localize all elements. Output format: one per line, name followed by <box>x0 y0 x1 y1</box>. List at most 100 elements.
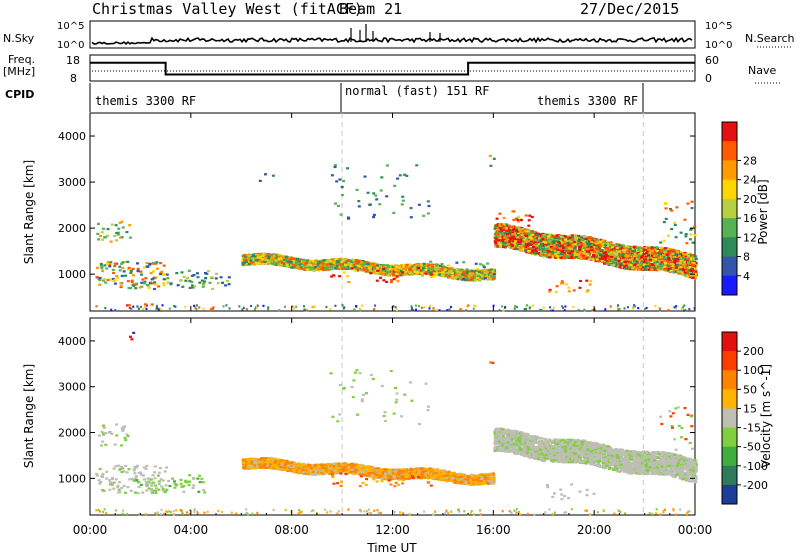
data-cell <box>195 272 199 275</box>
data-cell <box>112 271 116 275</box>
data-cell <box>180 271 184 274</box>
data-cell <box>285 258 288 261</box>
data-cell <box>165 273 169 276</box>
data-cell <box>322 261 326 265</box>
data-cell <box>243 258 247 261</box>
data-cell <box>374 194 378 197</box>
data-cell <box>372 192 376 195</box>
data-cell <box>129 287 133 290</box>
data-cell <box>687 257 691 260</box>
data-cell <box>97 238 101 241</box>
data-cell <box>386 271 390 274</box>
data-cell <box>632 248 636 251</box>
data-cell <box>376 265 380 268</box>
data-cell <box>140 273 144 276</box>
data-cell <box>455 268 459 271</box>
data-cell <box>162 282 166 285</box>
data-cell <box>264 258 268 262</box>
data-cell <box>313 265 317 269</box>
data-cell <box>443 268 447 272</box>
data-cell <box>115 239 118 242</box>
data-cell <box>227 276 231 279</box>
data-cell <box>346 167 349 170</box>
data-cell <box>400 203 404 206</box>
data-cell <box>267 262 270 265</box>
data-cell <box>188 279 192 283</box>
data-cell <box>314 268 318 272</box>
data-cell <box>263 253 267 256</box>
data-cell <box>689 255 693 258</box>
data-cell <box>635 268 639 271</box>
data-cell <box>410 273 414 276</box>
data-cell <box>408 267 412 270</box>
data-cell <box>241 263 245 267</box>
data-cell <box>542 253 546 256</box>
data-cell <box>446 272 450 275</box>
data-cell <box>515 244 519 247</box>
data-cell <box>124 260 128 263</box>
data-cell <box>389 264 393 267</box>
data-cell <box>514 226 518 229</box>
data-cell <box>392 273 396 276</box>
data-cell <box>278 254 282 257</box>
data-cell <box>347 263 351 266</box>
data-cell <box>418 268 422 271</box>
sky-tick-top-left: 10^5 <box>57 21 84 32</box>
data-cell <box>432 270 436 273</box>
sky-left-label: N.Sky <box>3 32 35 45</box>
data-cell <box>391 268 395 271</box>
data-cell <box>463 272 467 275</box>
data-cell <box>244 255 248 258</box>
data-cell <box>428 265 432 268</box>
data-cell <box>399 267 403 270</box>
data-cell <box>529 241 533 244</box>
freq-panel: Freq. [MHz] 18 8 60 0 Nave <box>3 53 780 85</box>
data-cell <box>328 263 332 266</box>
data-cell <box>386 264 390 267</box>
data-cell <box>202 282 206 285</box>
data-cell <box>284 256 288 259</box>
data-cell <box>148 282 152 285</box>
data-cell <box>119 285 123 288</box>
data-cell <box>465 275 469 278</box>
data-cell <box>367 266 371 269</box>
data-cell <box>481 264 485 267</box>
data-cell <box>335 264 339 267</box>
data-cell <box>196 276 200 279</box>
data-cell <box>484 269 488 273</box>
data-cell <box>333 266 337 269</box>
data-cell <box>417 266 420 270</box>
data-cell <box>599 238 603 241</box>
data-cell <box>186 276 190 279</box>
data-cell <box>395 275 399 278</box>
data-cell <box>113 234 117 238</box>
data-cell <box>318 265 322 268</box>
data-cell <box>226 279 229 283</box>
data-cell <box>312 260 315 263</box>
data-cell <box>219 276 223 279</box>
data-cell <box>289 261 293 264</box>
data-cell <box>396 177 400 180</box>
data-cell <box>633 258 637 261</box>
data-cell <box>200 279 204 282</box>
data-cell <box>453 270 457 273</box>
data-cell <box>617 262 621 265</box>
data-cell <box>176 284 180 287</box>
cpid-segment-3: themis 3300 RF <box>537 94 638 108</box>
data-cell <box>150 278 154 281</box>
data-cell <box>287 261 291 264</box>
data-cell <box>392 278 396 281</box>
data-cell <box>594 253 598 256</box>
data-cell <box>602 249 606 252</box>
data-cell <box>296 265 300 268</box>
data-cell <box>129 269 133 272</box>
data-cell <box>106 278 110 282</box>
data-cell <box>345 266 348 270</box>
data-cell <box>109 261 113 264</box>
data-cell <box>426 269 430 272</box>
data-cell <box>338 262 342 265</box>
data-cell <box>464 279 468 282</box>
data-cell <box>322 259 326 262</box>
data-cell <box>490 268 494 271</box>
data-cell <box>274 259 278 262</box>
